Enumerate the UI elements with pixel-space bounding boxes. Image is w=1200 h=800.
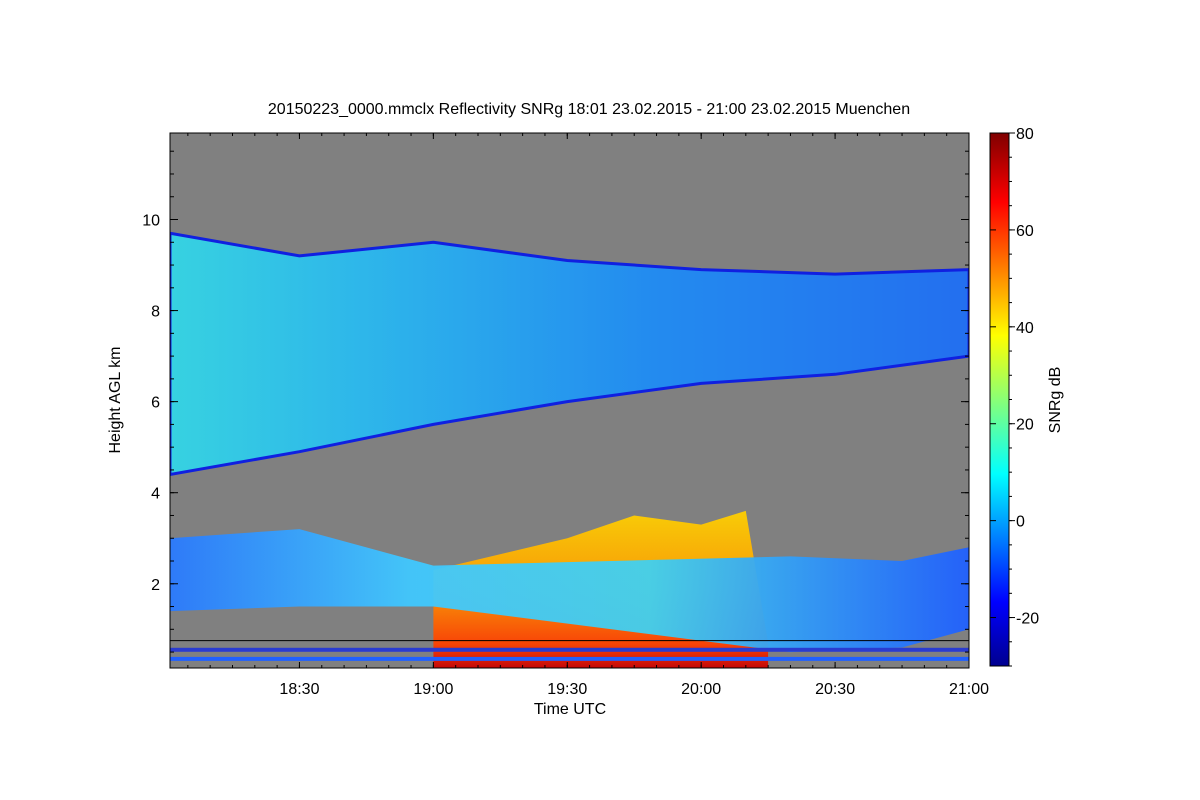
colorbar-tick-label: -20 (1016, 611, 1039, 628)
colorbar-tick-label: 60 (1016, 223, 1034, 240)
ground-band (170, 656, 969, 661)
x-tick-label: 19:00 (413, 681, 453, 698)
y-axis-title: Height AGL km (107, 346, 124, 453)
y-tick-label: 2 (151, 577, 160, 594)
layer-low-level-cloud-bands (170, 529, 969, 653)
chart-title: 20150223_0000.mmclx Reflectivity SNRg 18… (268, 101, 910, 118)
colorbar-tick-label: 20 (1016, 417, 1034, 434)
ground-band (170, 647, 969, 652)
x-axis-title: Time UTC (534, 701, 606, 718)
y-tick-label: 6 (151, 395, 160, 412)
y-tick-label: 10 (142, 213, 160, 230)
x-tick-label: 20:30 (815, 681, 855, 698)
layer-cirrus-layer (170, 231, 969, 477)
colorbar-tick-label: 0 (1016, 514, 1025, 531)
x-tick-label: 18:30 (279, 681, 319, 698)
colorbar-tick-label: 40 (1016, 320, 1034, 337)
y-tick-label: 4 (151, 486, 160, 503)
colorbar-title: SNRg dB (1047, 367, 1064, 434)
x-axis: 18:30 19:00 19:30 20:00 20:30 21:00 (187, 133, 989, 698)
colorbar-tick-label: 80 (1016, 126, 1034, 143)
plot-frame (169, 132, 970, 669)
y-axis: 2 4 6 8 10 (142, 150, 969, 653)
y-tick-label: 8 (151, 304, 160, 321)
colorbar-axis: -20 0 20 40 60 80 (990, 126, 1039, 667)
x-tick-label: 21:00 (949, 681, 989, 698)
x-tick-label: 20:00 (681, 681, 721, 698)
colorbar (989, 132, 1010, 667)
x-tick-label: 19:30 (547, 681, 587, 698)
heatmap-layers (170, 231, 969, 668)
